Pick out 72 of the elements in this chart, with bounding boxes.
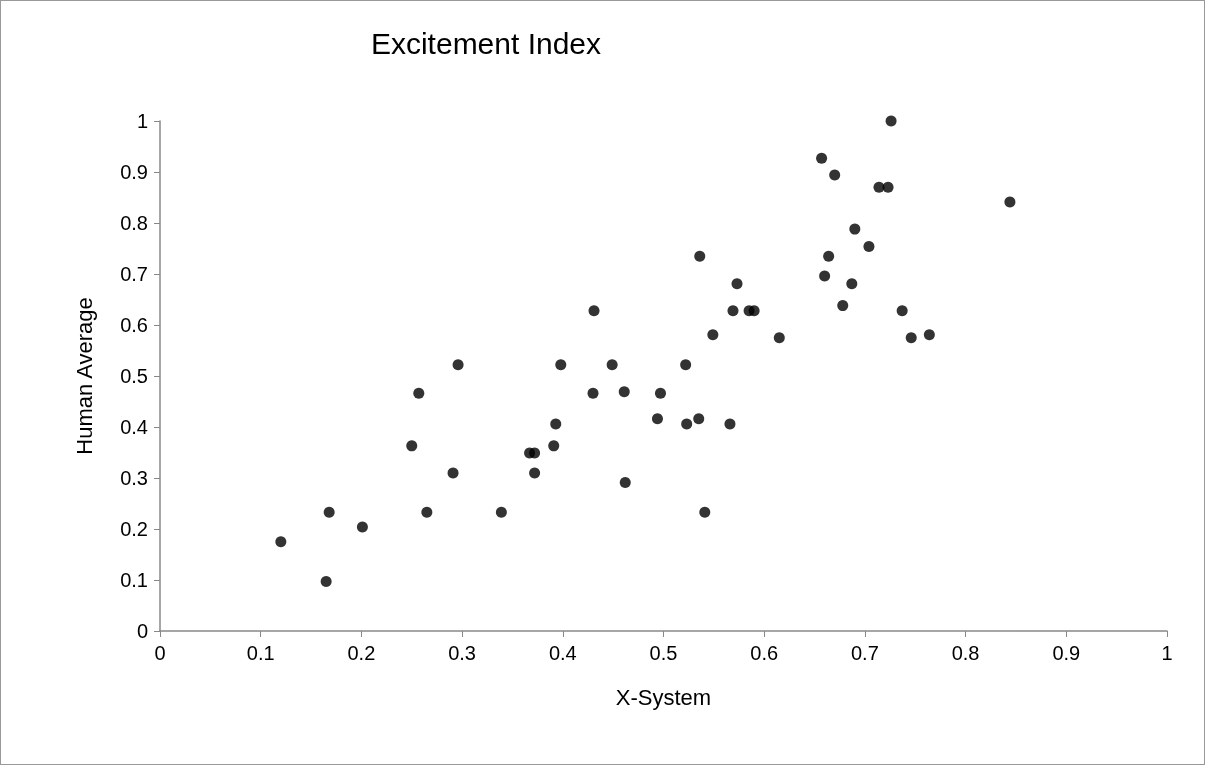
point xyxy=(882,181,894,193)
point xyxy=(413,387,425,399)
point xyxy=(885,115,897,127)
y-tick-label: 0 xyxy=(136,620,148,642)
point xyxy=(846,278,858,290)
point xyxy=(727,305,739,317)
point xyxy=(707,329,719,341)
point xyxy=(829,169,841,181)
point xyxy=(452,359,464,371)
x-axis-title: X-System xyxy=(615,684,712,710)
x-tick-label: 0.9 xyxy=(1052,642,1081,664)
x-tick-label: 1 xyxy=(1161,642,1173,664)
y-tick-label: 0.1 xyxy=(120,569,148,591)
point xyxy=(724,418,736,430)
point xyxy=(863,240,875,252)
point xyxy=(529,467,541,479)
point xyxy=(905,332,917,344)
point xyxy=(731,278,743,290)
y-tick-label: 0.3 xyxy=(120,467,148,489)
y-tick-label: 0.9 xyxy=(120,161,148,183)
point xyxy=(680,359,692,371)
x-tick-label: 0.8 xyxy=(951,642,980,664)
point xyxy=(699,506,711,518)
y-tick-label: 1 xyxy=(136,110,148,132)
point xyxy=(693,413,705,425)
point xyxy=(320,576,332,588)
y-tick-label: 0.6 xyxy=(120,314,148,336)
y-axis-title: Human Average xyxy=(71,297,97,455)
point xyxy=(923,329,935,341)
y-tick-label: 0.7 xyxy=(120,263,148,285)
point xyxy=(323,506,335,518)
x-tick-label: 0 xyxy=(154,642,166,664)
point xyxy=(555,359,567,371)
point xyxy=(606,359,618,371)
point xyxy=(529,447,541,459)
x-tick-label: 0.5 xyxy=(649,642,678,664)
y-tick-label: 0.4 xyxy=(120,416,148,438)
point xyxy=(823,250,835,262)
y-tick-label: 0.2 xyxy=(120,518,148,540)
point xyxy=(654,387,666,399)
point xyxy=(819,270,831,282)
point xyxy=(849,223,861,235)
point xyxy=(421,506,433,518)
point xyxy=(748,305,760,317)
chart-title: Excitement Index xyxy=(370,26,602,60)
point xyxy=(773,332,785,344)
point xyxy=(681,418,693,430)
point xyxy=(406,440,418,452)
point xyxy=(618,386,630,398)
point xyxy=(548,440,560,452)
point xyxy=(447,467,459,479)
x-tick-label: 0.3 xyxy=(448,642,477,664)
point xyxy=(816,152,828,164)
point xyxy=(837,300,849,312)
point xyxy=(651,413,663,425)
x-tick-label: 0.2 xyxy=(347,642,376,664)
y-tick-label: 0.8 xyxy=(120,212,148,234)
x-tick-label: 0.6 xyxy=(750,642,779,664)
point xyxy=(495,506,507,518)
point xyxy=(587,387,599,399)
point xyxy=(619,477,631,489)
point xyxy=(550,418,562,430)
point xyxy=(588,305,600,317)
y-tick-label: 0.5 xyxy=(120,365,148,387)
point xyxy=(275,536,287,548)
x-tick-label: 0.4 xyxy=(548,642,577,664)
point xyxy=(694,250,706,262)
x-tick-label: 0.1 xyxy=(246,642,275,664)
x-tick-label: 0.7 xyxy=(850,642,879,664)
point xyxy=(356,521,368,533)
point xyxy=(896,305,908,317)
point xyxy=(1004,196,1016,208)
